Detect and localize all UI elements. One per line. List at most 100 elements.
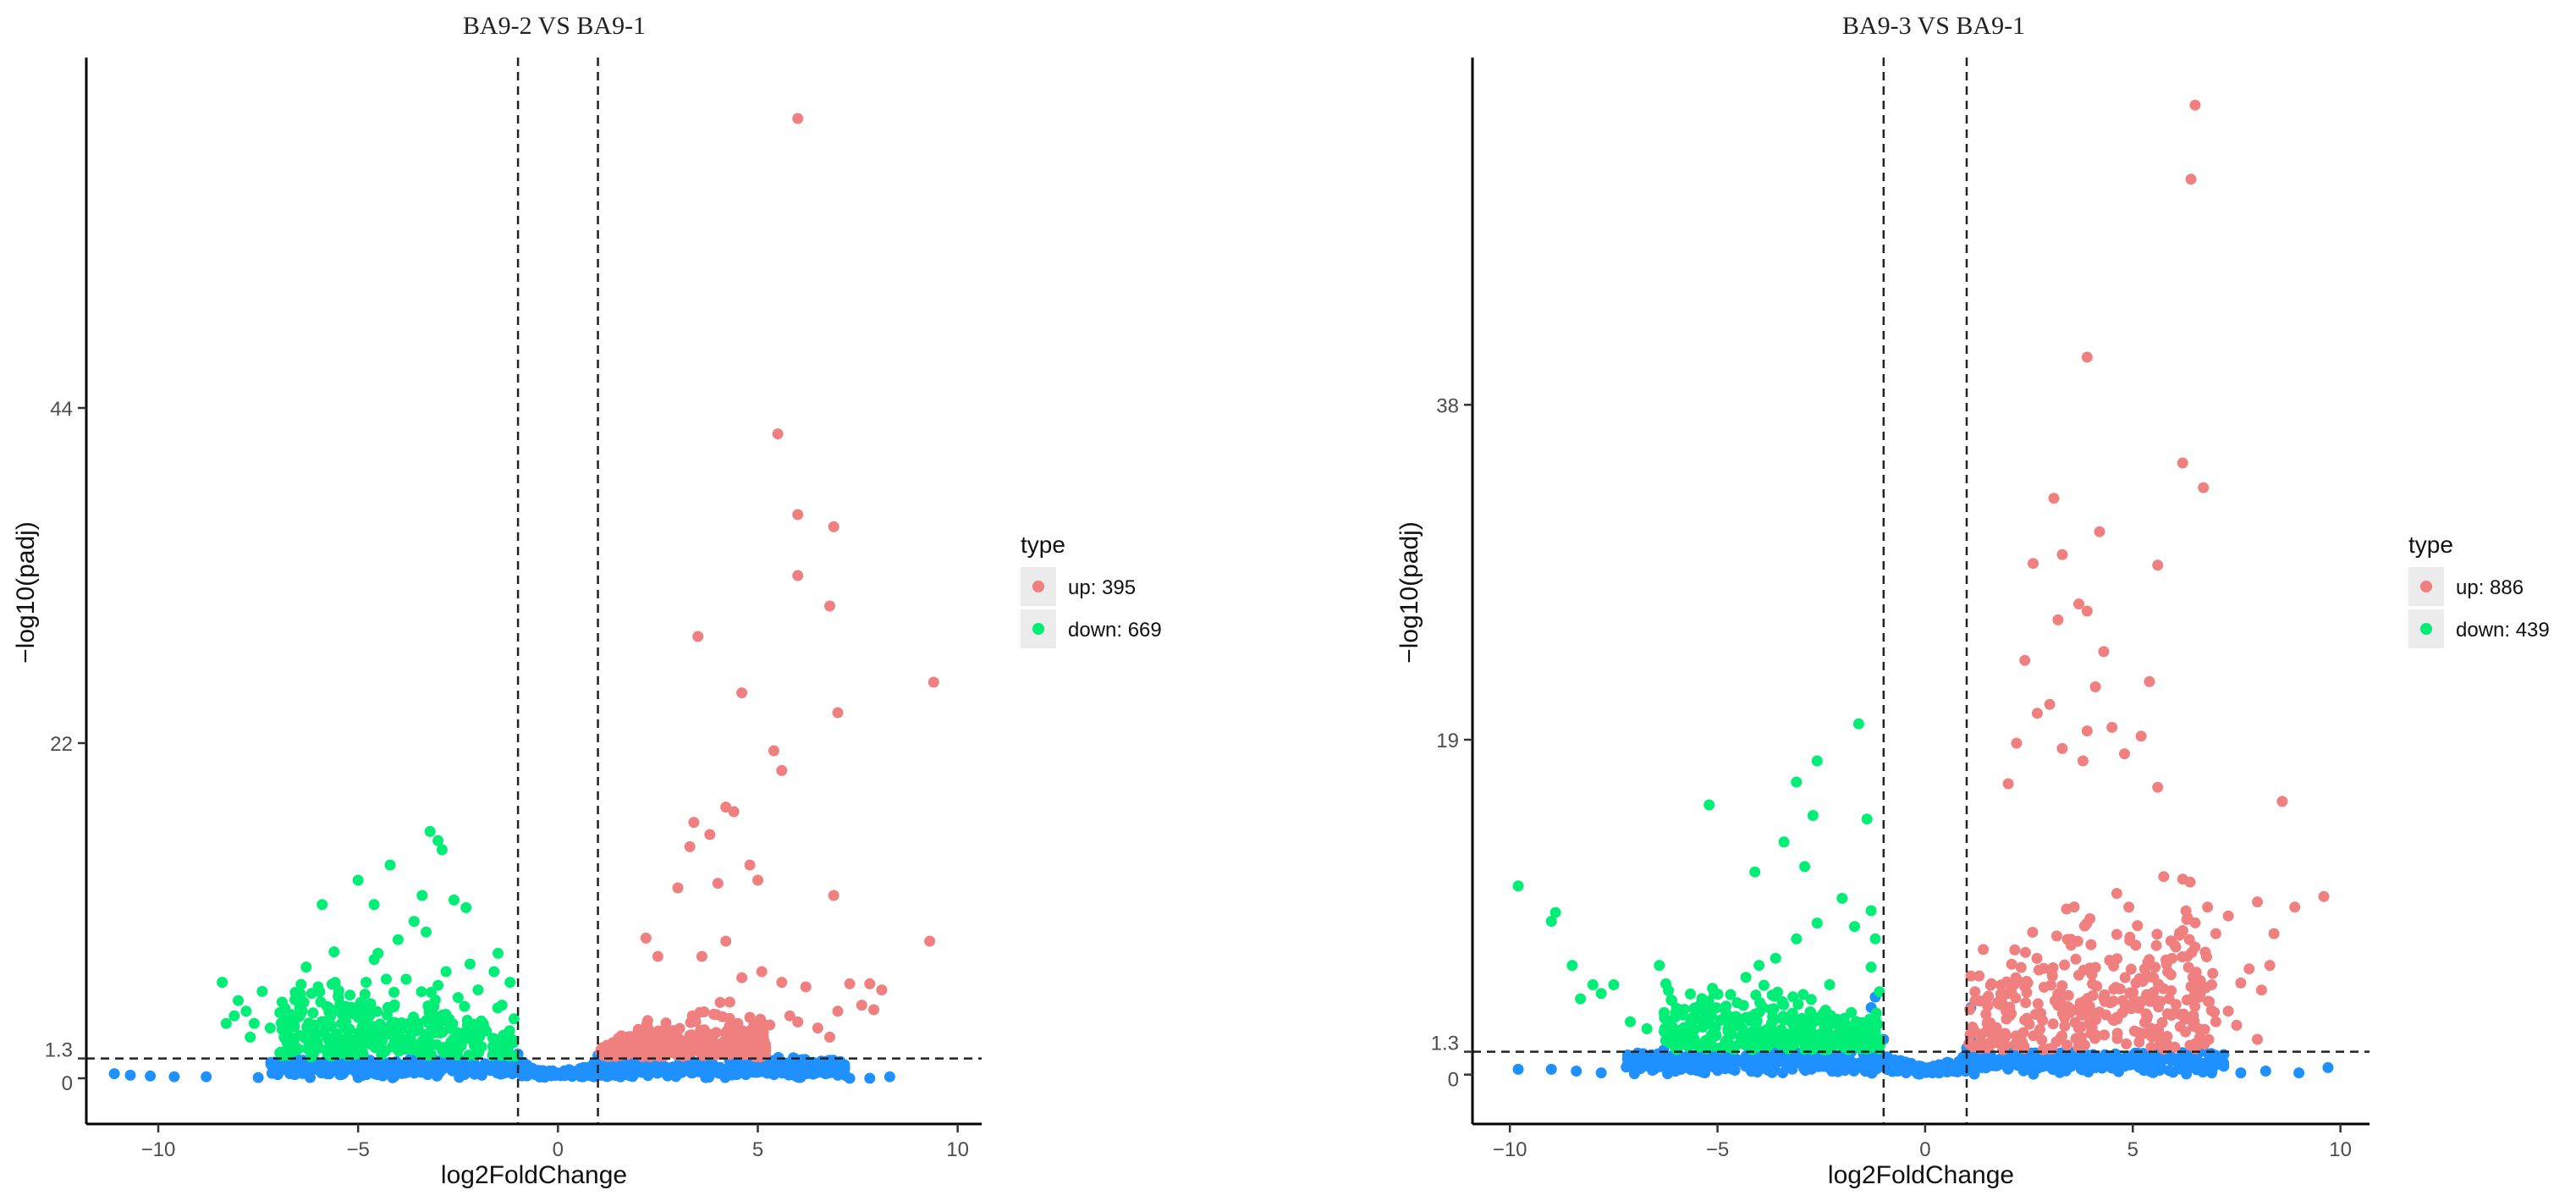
up-point — [2222, 910, 2234, 922]
up-point — [1973, 970, 1985, 982]
normal-point — [2160, 1053, 2171, 1065]
down-point — [1807, 810, 1819, 821]
up-point — [784, 1010, 795, 1022]
normal-point — [417, 1063, 429, 1075]
up-point — [876, 984, 888, 996]
down-point — [361, 977, 372, 989]
normal-point — [1676, 1063, 1687, 1075]
up-point — [685, 1046, 696, 1058]
up-point — [704, 1049, 716, 1061]
up-point — [2177, 951, 2188, 962]
normal-point — [1863, 1057, 1874, 1069]
normal-point — [1632, 1054, 1644, 1066]
up-point — [1965, 970, 1977, 982]
normal-point — [286, 1066, 298, 1077]
normal-point — [1797, 1057, 1808, 1069]
up-point — [2015, 961, 2027, 973]
down-point — [471, 1037, 482, 1049]
down-point — [352, 874, 364, 886]
normal-point — [1957, 1053, 1968, 1065]
down-point — [1664, 1037, 1676, 1049]
down-point — [1659, 1006, 1670, 1018]
up-point — [632, 1023, 644, 1035]
down-point — [449, 894, 460, 906]
up-point — [2155, 1037, 2166, 1049]
down-point — [328, 946, 340, 958]
up-point — [2031, 708, 2043, 719]
normal-point — [394, 1061, 406, 1072]
up-point — [2137, 975, 2149, 986]
legend-dot-up — [1032, 581, 1044, 592]
normal-point — [1873, 1052, 1885, 1064]
up-point — [2091, 980, 2103, 992]
down-point — [1753, 960, 1765, 972]
x-tick-label: 5 — [2127, 1138, 2138, 1161]
down-point — [1852, 718, 1864, 730]
up-point — [2082, 1005, 2094, 1016]
down-point — [1758, 979, 1770, 991]
legend: type up: 886 down: 439 — [2408, 532, 2550, 648]
down-point — [405, 1033, 416, 1045]
up-point — [2050, 930, 2062, 942]
down-point — [1512, 880, 1524, 892]
normal-point — [124, 1069, 136, 1081]
down-point — [1661, 1027, 1673, 1038]
up-point — [2149, 961, 2161, 973]
x-axis-title: log2FoldChange — [441, 1161, 627, 1189]
down-point — [359, 989, 371, 1000]
up-point — [2252, 896, 2263, 908]
data-points — [1512, 99, 2334, 1080]
down-point — [1587, 979, 1599, 990]
plot-area — [1472, 58, 2370, 1124]
up-point — [2116, 1007, 2128, 1018]
down-point — [293, 1043, 305, 1055]
down-point — [301, 1027, 313, 1038]
up-point — [2089, 961, 2101, 973]
normal-point — [1766, 1066, 1778, 1078]
down-point — [1811, 917, 1823, 929]
up-point — [2276, 796, 2288, 807]
up-point — [2056, 548, 2068, 560]
normal-point — [328, 1065, 339, 1077]
up-point — [720, 935, 732, 947]
legend-dot-down — [1032, 623, 1044, 635]
up-point — [2114, 983, 2126, 994]
up-point — [2174, 1021, 2186, 1033]
up-point — [2123, 901, 2135, 913]
down-point — [1608, 979, 1620, 990]
up-point — [2021, 975, 2033, 987]
normal-point — [560, 1068, 572, 1080]
down-point — [240, 1005, 252, 1017]
down-point — [432, 835, 444, 846]
up-point — [659, 1038, 670, 1050]
up-point — [828, 521, 839, 532]
up-point — [2210, 928, 2221, 939]
up-point — [2111, 888, 2122, 900]
down-point — [1625, 1016, 1636, 1027]
up-point — [2152, 559, 2164, 571]
legend-entry-up: up: 886 — [2408, 567, 2524, 606]
up-point — [832, 707, 844, 719]
up-point — [744, 1011, 756, 1023]
up-point — [2207, 967, 2219, 979]
down-point — [1670, 1007, 1682, 1019]
up-point — [2174, 1009, 2186, 1020]
normal-point — [1628, 1068, 1640, 1080]
legend-label-down: down: 669 — [1068, 619, 1162, 642]
normal-point — [1545, 1063, 1557, 1075]
normal-point — [2127, 1055, 2139, 1067]
up-point — [750, 1034, 762, 1045]
up-point — [1983, 990, 1995, 1002]
normal-point — [1703, 1052, 1715, 1064]
down-point — [309, 1042, 321, 1054]
up-point — [689, 1036, 701, 1048]
up-point — [1978, 944, 1990, 956]
up-point — [2174, 927, 2186, 939]
up-point — [2059, 1020, 2071, 1032]
normal-point — [2077, 1064, 2089, 1076]
up-point — [792, 1016, 804, 1027]
normal-point — [454, 1072, 465, 1083]
normal-point — [2065, 1061, 2077, 1072]
up-point — [1998, 989, 2009, 1001]
down-point — [233, 994, 244, 1006]
